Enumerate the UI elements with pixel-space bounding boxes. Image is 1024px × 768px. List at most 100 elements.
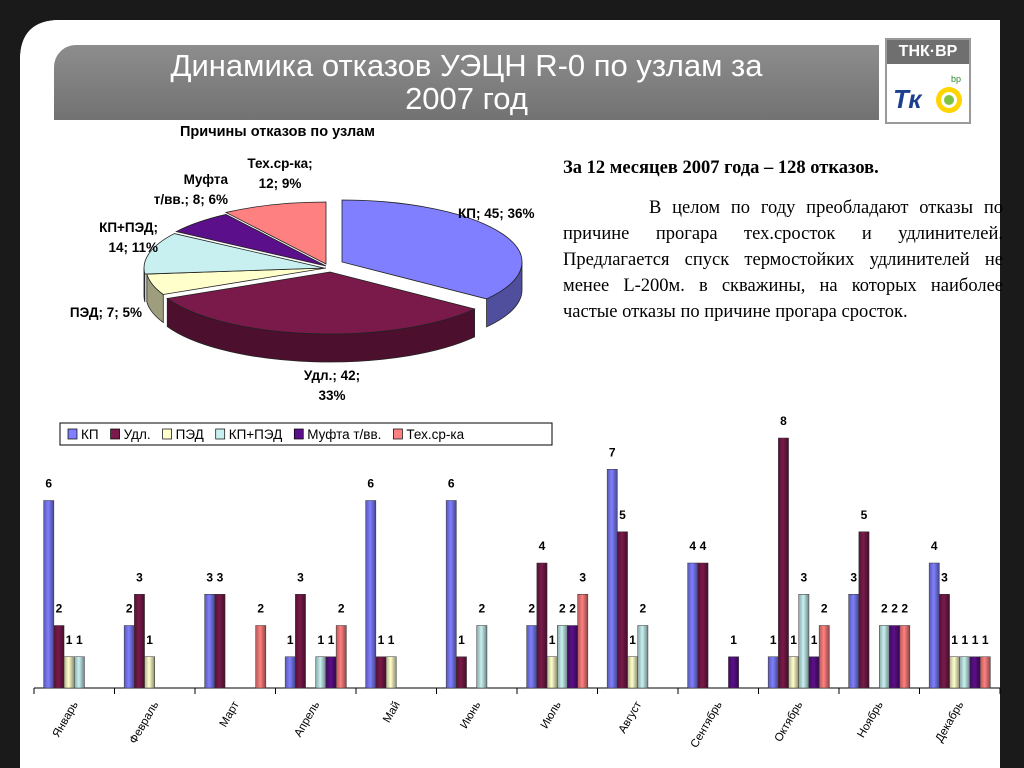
legend-label: КП (81, 427, 99, 442)
bar-value-label: 1 (328, 633, 335, 647)
bar-value-label: 2 (881, 602, 888, 616)
bar-value-label: 2 (569, 602, 576, 616)
bar-4-2 (385, 656, 397, 689)
month-label: Январь (51, 699, 81, 739)
bar-value-label: 1 (770, 633, 777, 647)
bar-6-0 (526, 625, 538, 689)
bar-value-label: 2 (559, 602, 566, 616)
bar-value-label: 3 (941, 570, 948, 584)
legend-label: Удл. (124, 427, 151, 442)
bar-11-4 (969, 656, 981, 689)
bar-value-label: 1 (549, 633, 556, 647)
pie-label-4: Муфта т/вв.; 8; 6% (154, 172, 229, 207)
month-label: Июнь (458, 699, 483, 730)
bar-6-5 (577, 594, 589, 689)
bar-1-1 (134, 594, 145, 689)
bar-0-3 (74, 656, 85, 689)
pie-slice-0 (341, 199, 523, 300)
title-line-2: 2007 год (405, 81, 528, 116)
bar-value-label: 2 (56, 602, 63, 616)
month-label: Февраль (128, 700, 162, 746)
bar-10-0 (848, 594, 860, 689)
bar-11-5 (979, 656, 991, 689)
bar-3-3 (315, 656, 327, 689)
title-line-1: Динамика отказов УЭЦН R-0 по узлам за (170, 48, 763, 83)
month-label: Декабрь (934, 699, 967, 744)
legend-swatch (162, 428, 172, 440)
bar-value-label: 4 (931, 539, 938, 553)
bar-value-label: 1 (730, 633, 737, 647)
bar-value-label: 1 (951, 633, 958, 647)
bar-2-1 (214, 594, 226, 689)
month-label: Апрель (292, 699, 322, 739)
bar-value-label: 2 (257, 602, 264, 616)
bar-value-label: 3 (136, 570, 143, 584)
legend-label: ПЭД (176, 427, 204, 442)
bar-value-label: 4 (539, 539, 546, 553)
pie-slice-3 (143, 233, 325, 275)
bar-9-5 (818, 625, 830, 689)
pie-slice-1 (166, 271, 476, 335)
bar-value-label: 3 (217, 570, 224, 584)
bar-value-label: 1 (962, 633, 969, 647)
svg-text:Тк: Тк (893, 84, 923, 114)
bar-6-1 (536, 562, 548, 689)
description-paragraph: В целом по году преобладают отказы по пр… (563, 198, 1003, 322)
bar-7-0 (606, 469, 618, 689)
bar-11-3 (959, 656, 971, 689)
pie-label-2: ПЭД; 7; 5% (70, 305, 142, 320)
bar-value-label: 8 (780, 414, 787, 428)
pie-chart-title: Причины отказов по узлам (180, 124, 375, 140)
bar-10-4 (889, 625, 900, 689)
bar-0-2 (63, 656, 75, 689)
bar-2-0 (204, 594, 216, 689)
bar-value-label: 3 (579, 570, 586, 584)
bar-value-label: 1 (66, 633, 73, 647)
bar-4-0 (365, 500, 377, 689)
bar-11-1 (939, 594, 950, 689)
month-label: Август (617, 699, 645, 736)
bar-5-0 (445, 500, 457, 689)
bar-3-5 (335, 625, 347, 689)
bar-value-label: 1 (458, 633, 465, 647)
logo-small-text: bp (951, 74, 961, 84)
bar-10-5 (899, 625, 911, 689)
month-label: Сентябрь (689, 700, 725, 751)
bar-3-0 (284, 656, 296, 689)
logo-text: ТНК·ВР (887, 40, 969, 64)
chart-legend (59, 422, 553, 446)
month-label: Май (381, 700, 403, 726)
bar-value-label: 6 (367, 477, 374, 491)
bar-7-1 (617, 531, 628, 689)
bar-value-label: 1 (790, 633, 797, 647)
slide-title: Динамика отказов УЭЦН R-0 по узлам за 20… (54, 49, 879, 115)
bar-9-1 (778, 437, 789, 689)
bar-value-label: 5 (619, 508, 626, 522)
bar-value-label: 2 (126, 602, 133, 616)
bar-5-3 (476, 625, 488, 689)
bar-10-1 (858, 531, 870, 689)
bar-6-3 (557, 625, 568, 689)
bar-7-3 (637, 625, 649, 689)
bar-5-1 (456, 656, 467, 689)
bar-value-label: 1 (982, 633, 989, 647)
bar-8-0 (687, 562, 699, 689)
bar-value-label: 1 (629, 633, 636, 647)
summary-text: За 12 месяцев 2007 года – 128 отказов. (563, 158, 879, 178)
bar-value-label: 5 (861, 508, 868, 522)
bar-value-label: 2 (901, 602, 908, 616)
bar-0-0 (43, 500, 55, 689)
description-block: За 12 месяцев 2007 года – 128 отказов. В… (563, 155, 1003, 325)
bar-1-0 (123, 625, 135, 689)
bar-value-label: 1 (388, 633, 395, 647)
logo-emblem-icon: Тк bp (893, 74, 962, 114)
bar-9-3 (798, 594, 810, 689)
month-label: Октябрь (773, 699, 806, 744)
legend-swatch (293, 428, 304, 440)
bar-8-1 (697, 562, 709, 689)
legend-label: Муфта т/вв. (307, 427, 381, 442)
bar-value-label: 3 (850, 570, 857, 584)
bar-1-2 (144, 656, 156, 689)
bar-value-label: 1 (287, 633, 294, 647)
